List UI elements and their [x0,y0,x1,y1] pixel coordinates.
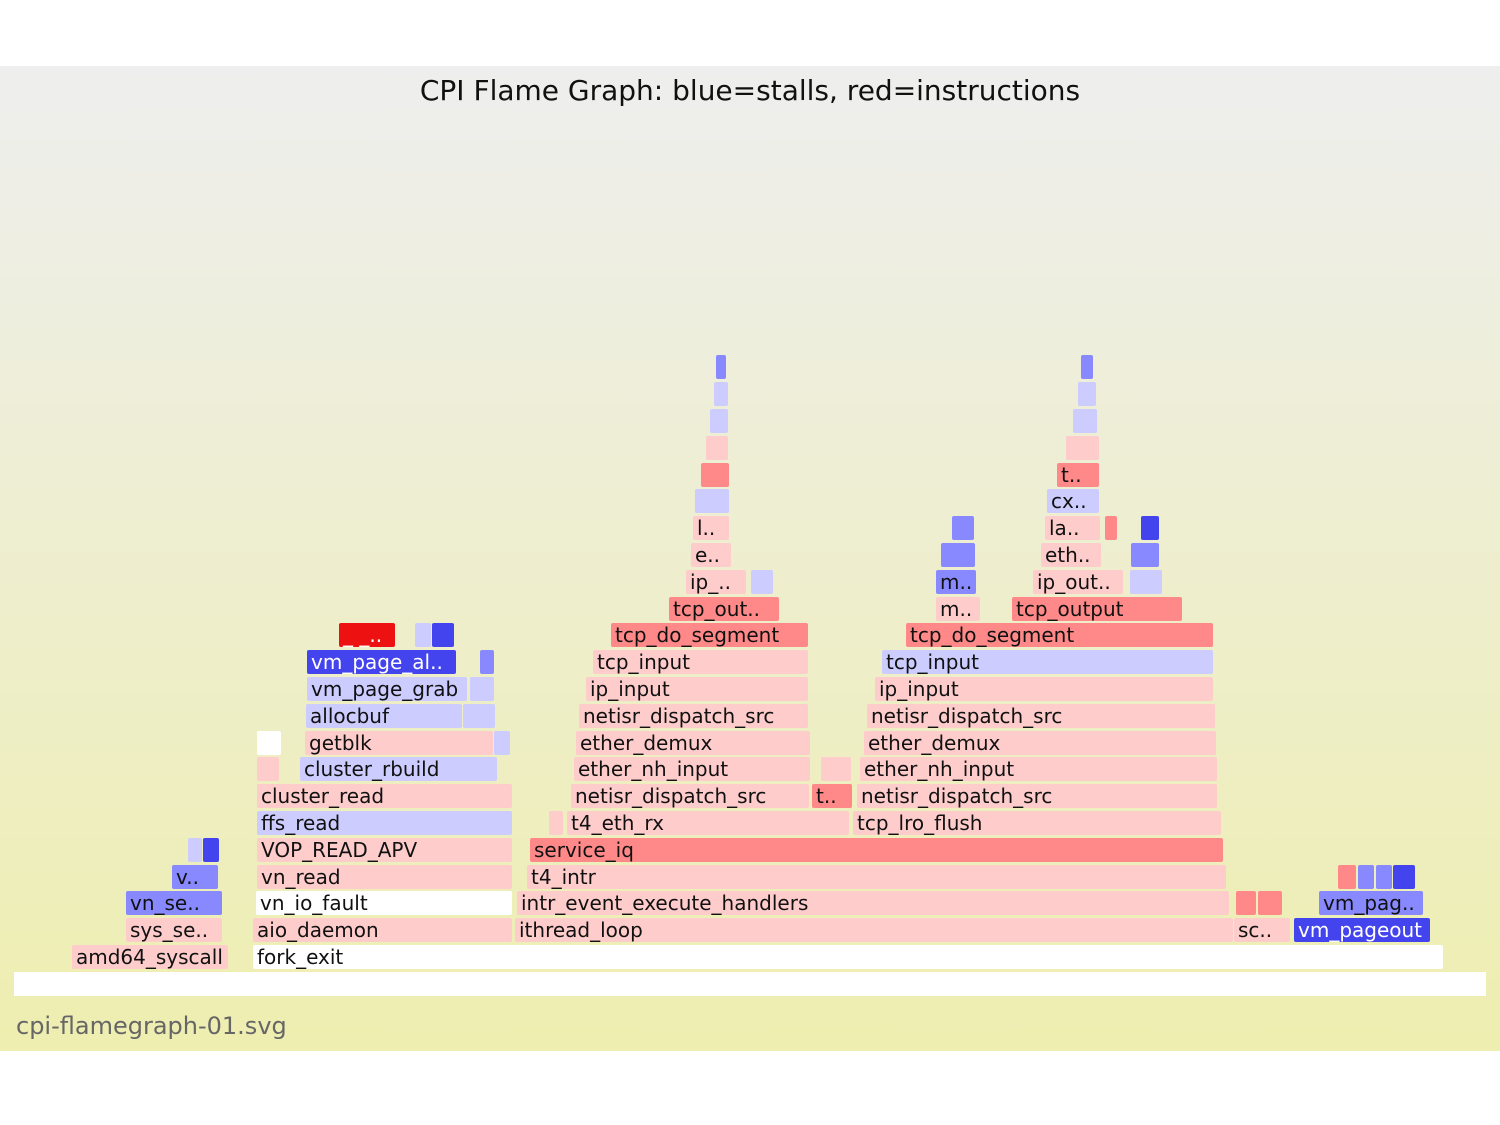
flame-frame[interactable]: t.. [812,784,852,808]
flame-frame[interactable] [1130,570,1162,594]
flame-frame[interactable] [1358,865,1374,889]
flame-frame[interactable] [1066,436,1099,460]
search-status-bar [14,972,1486,996]
flame-frame[interactable]: netisr_dispatch_src [857,784,1217,808]
flame-frame[interactable]: sc.. [1234,918,1290,942]
flame-frame[interactable] [706,436,728,460]
flame-frame[interactable] [941,543,975,567]
flame-frame[interactable]: t4_intr [527,865,1226,889]
flame-frame[interactable] [751,570,773,594]
flame-frame[interactable] [952,516,974,540]
flame-frame[interactable] [695,489,729,513]
flame-frame[interactable]: m.. [936,570,976,594]
flame-frame[interactable]: vm_pageout [1294,918,1430,942]
flame-frame[interactable] [480,650,494,674]
flame-frame[interactable] [494,731,510,755]
flame-frame[interactable]: tcp_out.. [669,597,779,621]
flame-frame[interactable]: vn_io_fault [256,891,512,915]
flame-frame[interactable]: la.. [1045,516,1100,540]
flame-frame[interactable] [257,757,279,781]
flame-frame[interactable]: _ _.. [339,623,395,647]
flame-frame[interactable] [1078,382,1096,406]
flame-frame[interactable] [1376,865,1392,889]
flame-frame[interactable]: v.. [172,865,218,889]
flame-frame[interactable]: ether_nh_input [860,757,1217,781]
flame-frame[interactable]: aio_daemon [253,918,512,942]
flame-frame[interactable]: fork_exit [253,945,1443,969]
flame-frame[interactable]: netisr_dispatch_src [867,704,1215,728]
flame-frame[interactable]: tcp_input [882,650,1213,674]
flame-frame[interactable]: ip_input [875,677,1213,701]
flame-frame[interactable]: ip_out.. [1033,570,1123,594]
flame-frame[interactable]: allocbuf [306,704,462,728]
flame-frame[interactable] [257,731,281,755]
flame-frame[interactable] [1258,891,1282,915]
flame-frame[interactable] [701,463,729,487]
flame-frame[interactable]: netisr_dispatch_src [571,784,809,808]
flame-frame[interactable]: cluster_rbuild [300,757,497,781]
flame-frame[interactable]: tcp_lro_flush [853,811,1221,835]
flame-frame[interactable]: t4_eth_rx [567,811,849,835]
flame-frame[interactable] [1105,516,1117,540]
chart-title: CPI Flame Graph: blue=stalls, red=instru… [419,74,1081,107]
flame-frame[interactable]: ffs_read [257,811,512,835]
flame-frame[interactable]: sys_se.. [126,918,222,942]
flame-frame[interactable]: vm_page_grab [307,677,467,701]
flame-frame[interactable]: vm_page_al.. [307,650,456,674]
flame-frame[interactable]: m.. [936,597,980,621]
flame-frame[interactable]: ether_demux [864,731,1216,755]
flame-frame[interactable]: intr_event_execute_handlers [517,891,1229,915]
flame-frame[interactable] [821,757,851,781]
flame-frame[interactable]: tcp_input [593,650,808,674]
flame-frame[interactable] [1141,516,1159,540]
flame-frame[interactable]: cx.. [1047,489,1099,513]
flame-frame[interactable]: amd64_syscall [72,945,228,969]
flame-frame[interactable] [549,811,563,835]
flame-frame[interactable]: tcp_do_segment [611,623,808,647]
flame-frame[interactable] [1073,409,1097,433]
flame-frame[interactable]: vm_pag.. [1319,891,1423,915]
flame-frame[interactable]: vn_se.. [126,891,222,915]
flame-frame[interactable]: tcp_do_segment [906,623,1213,647]
flame-frame[interactable] [716,355,726,379]
flame-frame[interactable] [415,623,431,647]
flame-frame[interactable]: ithread_loop [515,918,1233,942]
file-name-caption: cpi-flamegraph-01.svg [16,1012,287,1040]
flame-frame[interactable] [203,838,219,862]
flame-frame[interactable]: tcp_output [1012,597,1182,621]
flame-frame[interactable]: netisr_dispatch_src [579,704,808,728]
flame-frame[interactable] [188,838,202,862]
flame-frame[interactable] [1131,543,1159,567]
flame-frame[interactable]: getblk [305,731,493,755]
flame-frame[interactable] [710,409,728,433]
flame-frame[interactable] [432,623,454,647]
flame-frame[interactable] [714,382,728,406]
flame-frame[interactable]: VOP_READ_APV [257,838,512,862]
flame-frame[interactable]: e.. [691,543,731,567]
flame-frame[interactable] [1338,865,1356,889]
flame-frame[interactable]: service_iq [530,838,1223,862]
flame-frame[interactable]: ether_demux [576,731,810,755]
flame-frame[interactable] [463,704,495,728]
flame-frame[interactable]: eth.. [1041,543,1101,567]
flame-frame[interactable]: t.. [1057,463,1099,487]
flame-frame[interactable] [1236,891,1256,915]
flame-frame[interactable] [1393,865,1415,889]
flame-frame[interactable]: ether_nh_input [574,757,810,781]
flame-frame[interactable] [1081,355,1093,379]
flame-frame[interactable]: vn_read [257,865,512,889]
flame-frame[interactable]: cluster_read [257,784,512,808]
flame-frame[interactable]: l.. [693,516,729,540]
flame-frame[interactable]: ip_input [586,677,808,701]
flame-frame[interactable]: ip_.. [686,570,746,594]
flame-frame[interactable] [470,677,494,701]
